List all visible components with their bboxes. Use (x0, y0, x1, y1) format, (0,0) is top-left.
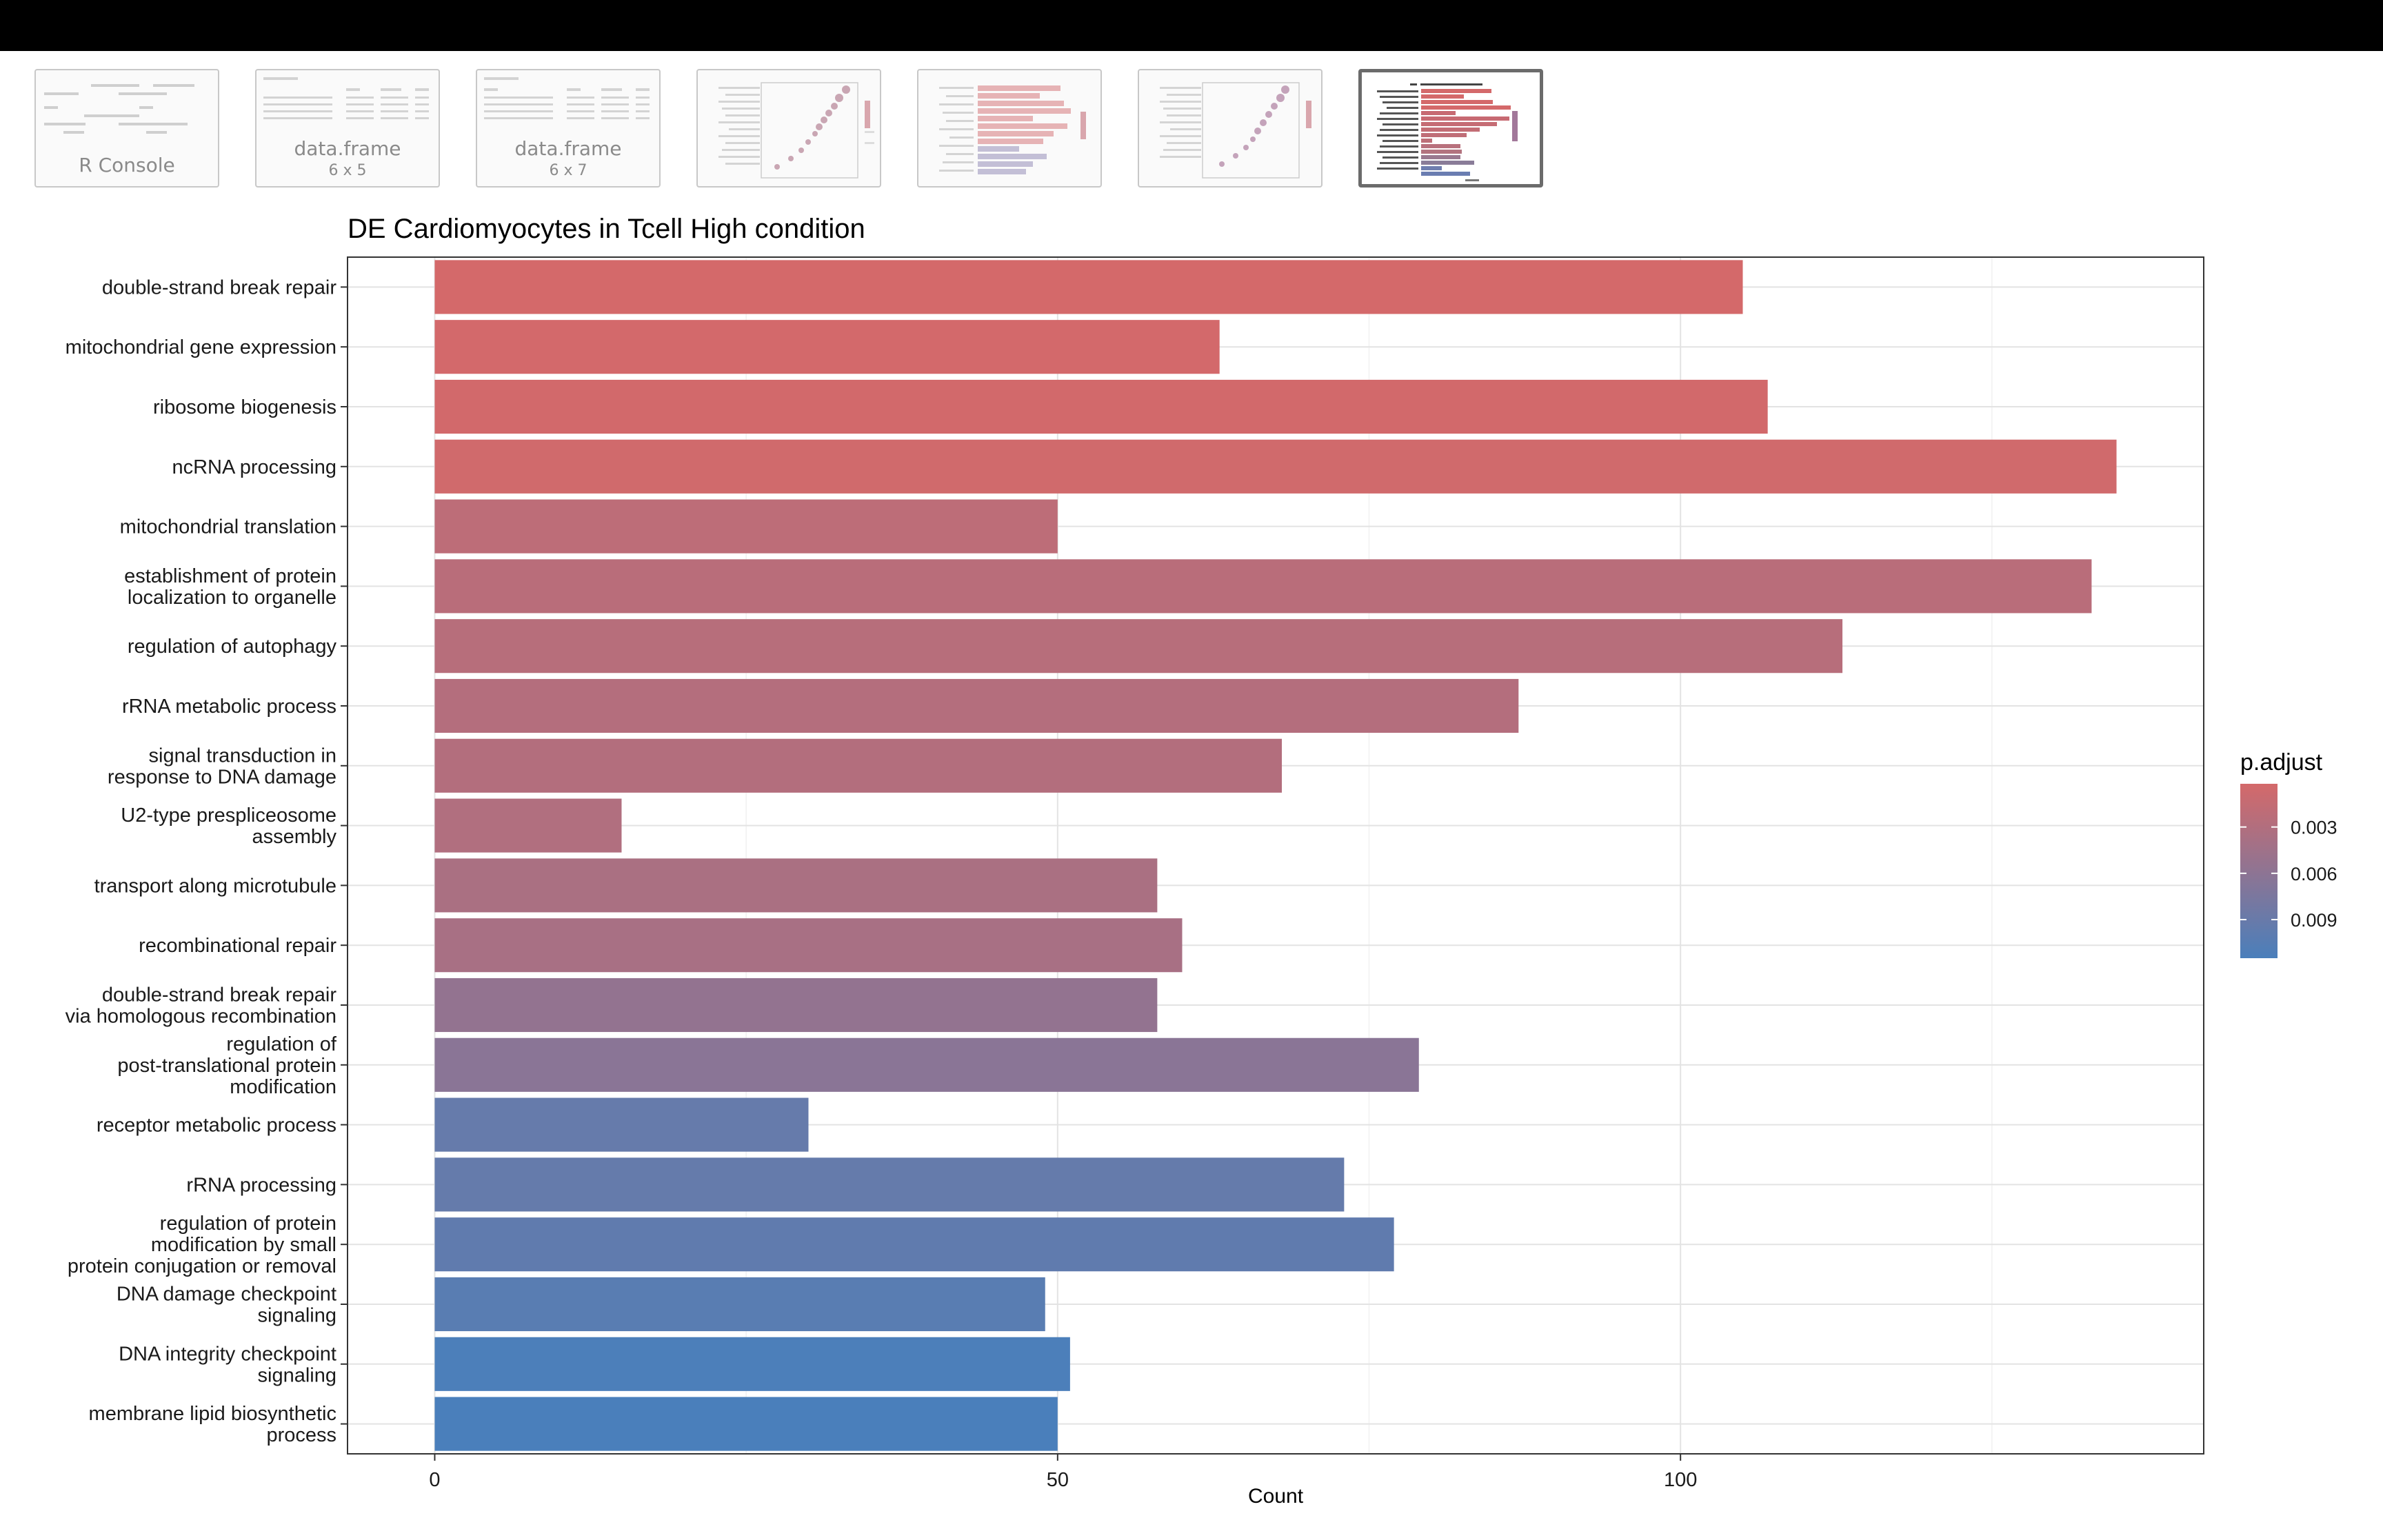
bar (434, 1337, 1070, 1391)
x-tick-label: 0 (429, 1469, 440, 1491)
thumbnail-subtitle: 6 x 7 (549, 162, 587, 179)
y-tick-label: mitochondrial translation (120, 516, 336, 538)
thumbnail-r-console[interactable]: R Console (34, 69, 219, 188)
x-tick-label: 50 (1047, 1469, 1069, 1491)
legend-tick-label: 0.003 (2291, 818, 2337, 838)
bar (434, 678, 1519, 733)
bar (434, 619, 1843, 673)
legend-tick-label: 0.006 (2291, 864, 2337, 884)
bar (434, 320, 1220, 374)
bar (434, 738, 1283, 793)
bar (434, 798, 622, 853)
bar (434, 1397, 1058, 1451)
thumbnail-title: R Console (79, 154, 175, 176)
thumbnail-dotplot-1[interactable] (696, 69, 881, 188)
thumbnail-data-frame-6x7[interactable]: data.frame 6 x 7 (476, 69, 661, 188)
chart-title: DE Cardiomyocytes in Tcell High conditio… (348, 214, 865, 244)
plot-history-strip: R Console data.frame 6 x 5 (0, 69, 2383, 193)
y-tick-label: transport along microtubule (94, 875, 336, 897)
bar (434, 1037, 1419, 1092)
bar (434, 858, 1158, 913)
y-tick-label: recombinational repair (139, 935, 336, 957)
dotplot-preview-icon (1160, 82, 1311, 179)
bar (434, 918, 1183, 973)
y-tick-label: establishment of protein localization to … (124, 565, 336, 609)
table-preview-icon (263, 77, 429, 119)
y-tick-label: mitochondrial gene expression (66, 336, 336, 358)
thumbnail-barplot-current[interactable] (1358, 69, 1543, 188)
legend-tick-label: 0.009 (2291, 910, 2337, 931)
y-tick-label: receptor metabolic process (97, 1115, 336, 1137)
y-tick-label: DNA integrity checkpoint signaling (119, 1343, 336, 1386)
y-tick-label: rRNA metabolic process (122, 696, 336, 718)
window-titlebar (0, 0, 2383, 51)
x-tick-label: 100 (1664, 1469, 1697, 1491)
y-tick-label: double-strand break repair via homologous… (66, 984, 337, 1028)
bar (434, 499, 1058, 554)
bar (434, 1157, 1345, 1212)
bar (434, 1097, 809, 1152)
y-tick-label: regulation of protein modification by sma… (68, 1213, 336, 1277)
dotplot-preview-icon (718, 82, 874, 179)
plot-panel-border (347, 256, 2204, 1455)
y-tick-label: double-strand break repair (102, 276, 336, 298)
thumbnail-data-frame-6x5[interactable]: data.frame 6 x 5 (255, 69, 440, 188)
y-tick-label: signal transduction in response to DNA da… (108, 744, 336, 788)
barplot-preview-icon (1377, 83, 1518, 181)
thumbnail-title: data.frame (294, 137, 401, 160)
bar (434, 559, 2092, 614)
y-tick-label: regulation of post-translational protein m… (117, 1033, 337, 1098)
y-tick-label: rRNA processing (186, 1174, 336, 1196)
y-tick-label: ribosome biogenesis (153, 396, 336, 418)
bar (434, 1277, 1045, 1332)
bar (434, 977, 1158, 1033)
barplot-preview-icon (939, 85, 1086, 174)
y-tick-label: membrane lipid biosynthetic process (89, 1403, 336, 1446)
y-tick-label: regulation of autophagy (128, 636, 337, 658)
thumbnail-title: data.frame (514, 137, 622, 160)
legend-colorbar (2240, 784, 2278, 958)
console-preview-icon (44, 84, 194, 134)
bar (434, 1217, 1394, 1272)
bar (434, 439, 2117, 494)
bar (434, 379, 1768, 434)
y-tick-label: U2-type prespliceosome assembly (121, 804, 336, 848)
y-tick-label: DNA damage checkpoint signaling (117, 1284, 336, 1327)
thumbnail-barplot-1[interactable] (917, 69, 1102, 188)
bar (434, 260, 1743, 314)
x-axis-title: Count (1248, 1485, 1304, 1508)
table-preview-icon (484, 77, 650, 119)
thumbnail-subtitle: 6 x 5 (328, 162, 367, 179)
thumbnail-dotplot-2[interactable] (1138, 69, 1323, 188)
legend: p.adjust 0.003 0.006 0.009 (2240, 749, 2337, 958)
y-tick-label: ncRNA processing (172, 456, 336, 478)
legend-title: p.adjust (2240, 749, 2323, 776)
bar-chart: DE Cardiomyocytes in Tcell High conditio… (66, 214, 2337, 1508)
